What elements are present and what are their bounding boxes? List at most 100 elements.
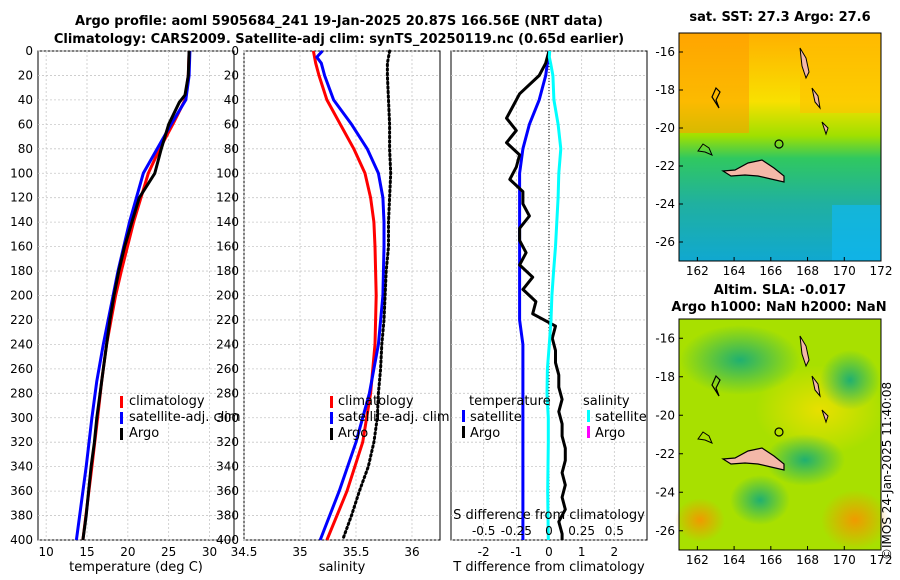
legend-label-satellite: satellite-adj. clim xyxy=(129,410,241,425)
top-x-tick-label: 0.5 xyxy=(605,524,624,538)
legend-label-sal-argo: Argo xyxy=(595,426,625,441)
difference-series xyxy=(505,50,567,541)
map-y-tick-label: -18 xyxy=(655,370,675,384)
map-x-tick-label: 162 xyxy=(686,553,709,567)
y-tick-label: 140 xyxy=(10,215,33,229)
map-y-tick-label: -24 xyxy=(655,485,675,499)
sst-warm-patch xyxy=(800,33,881,113)
legend-swatch-climatology xyxy=(120,396,123,408)
top-x-tick-label: 0 xyxy=(545,524,553,538)
reef-outline xyxy=(711,374,721,397)
sla-high-patch xyxy=(821,490,889,550)
loyalty-island xyxy=(774,427,784,437)
sla-map: 162 164 166 168 170 172 -16 -18 -20 -22 -24 -26 xyxy=(655,318,892,567)
main-title-line1: Argo profile: aoml 5905684_241 19-Jan-20… xyxy=(75,14,603,29)
legend-label-temp-argo: Argo xyxy=(470,426,500,441)
legend-header-salinity: salinity xyxy=(583,394,630,409)
top-x-tick-label: -0.25 xyxy=(501,524,532,538)
vanuatu-island xyxy=(811,87,821,110)
y-tick-label: 320 xyxy=(10,435,33,449)
map-y-tick-label: -22 xyxy=(655,159,675,173)
y-tick-label: 360 xyxy=(10,484,33,498)
vanuatu-island xyxy=(821,409,829,424)
y-tick-label: 20 xyxy=(18,68,33,82)
map-x-tick-label: 164 xyxy=(723,553,746,567)
difference-ticks: -2 -1 0 1 2 xyxy=(478,545,618,559)
y-tick-label: 200 xyxy=(10,289,33,303)
new-caledonia-island xyxy=(721,447,785,471)
vanuatu-island xyxy=(821,121,829,136)
sla-low-patch xyxy=(820,350,880,410)
legend-swatch-satellite xyxy=(330,412,333,424)
x-tick-label: 0 xyxy=(545,545,553,559)
salinity-panel: 0 20 40 60 80 100 120 140 160 180 200 220 240 260 280 3… xyxy=(216,44,450,575)
legend-label-satellite: satellite-adj. clim xyxy=(338,410,450,425)
y-tick-label: 60 xyxy=(224,117,239,131)
x-tick-label: 35 xyxy=(292,545,307,559)
map-y-tick-label: -16 xyxy=(655,331,675,345)
y-tick-label: 400 xyxy=(10,533,33,547)
map-x-tick-label: 166 xyxy=(759,553,782,567)
legend-swatch-sal-argo xyxy=(587,426,590,438)
sst-map-frame xyxy=(678,32,882,262)
legend-swatch-argo xyxy=(330,428,333,440)
x-tick-label: 35.5 xyxy=(343,545,370,559)
map-x-tick-label: 168 xyxy=(796,264,819,278)
y-tick-label: 0 xyxy=(231,44,239,58)
y-tick-label: 220 xyxy=(10,313,33,327)
map-y-tick-label: -20 xyxy=(655,408,675,422)
y-tick-label: 160 xyxy=(10,240,33,254)
salinity-series xyxy=(311,49,393,542)
y-tick-label: 300 xyxy=(216,411,239,425)
y-tick-label: 100 xyxy=(216,166,239,180)
legend-swatch-argo xyxy=(120,428,123,440)
x-tick-label: 34.5 xyxy=(231,545,258,559)
map-y-tick-label: -26 xyxy=(655,524,675,538)
y-tick-label: 80 xyxy=(224,142,239,156)
y-tick-label: 80 xyxy=(18,142,33,156)
temperature-ticks: 0 20 40 60 80 100 120 140 160 180 200 220 240 260 280 3… xyxy=(10,44,217,559)
reef-outline xyxy=(697,431,713,444)
temperature-panel: 0204060801001201401601802002202402602803… xyxy=(10,44,241,575)
series-line-salinity-satellite xyxy=(545,50,563,541)
y-tick-label: 180 xyxy=(216,264,239,278)
map-y-tick-label: -16 xyxy=(655,45,675,59)
sst-warm-patch xyxy=(679,33,749,133)
x-tick-label: -1 xyxy=(510,545,522,559)
y-tick-label: 220 xyxy=(216,313,239,327)
x-tick-label: 10 xyxy=(39,545,54,559)
y-tick-label: 280 xyxy=(216,386,239,400)
x-tick-label: 36 xyxy=(404,545,419,559)
vanuatu-island xyxy=(811,375,821,398)
legend-swatch-satellite xyxy=(120,412,123,424)
series-line-temperature-satellite xyxy=(518,50,551,540)
y-tick-label: 300 xyxy=(10,411,33,425)
difference-panel: -2 -1 0 1 2 temperature satellite Argo salin… xyxy=(450,50,648,575)
x-tick-label: -2 xyxy=(478,545,490,559)
y-tick-label: 40 xyxy=(18,93,33,107)
y-tick-label: 100 xyxy=(10,166,33,180)
series-line-argo xyxy=(341,49,393,542)
x-tick-label: 25 xyxy=(161,545,176,559)
y-tick-label: 280 xyxy=(10,386,33,400)
x-tick-label: 30 xyxy=(202,545,217,559)
map-x-tick-label: 170 xyxy=(833,553,856,567)
difference-top-ticks: -0.5 -0.25 0 0.25 0.5 xyxy=(472,524,624,538)
y-tick-label: 400 xyxy=(216,533,239,547)
temperature-legend: climatology satellite-adj. clim Argo xyxy=(120,394,241,441)
legend-label-argo: Argo xyxy=(338,426,368,441)
legend-label-temp-satellite: satellite xyxy=(470,410,522,425)
difference-legend: temperature satellite Argo salinity sate… xyxy=(462,394,647,441)
map-x-tick-label: 172 xyxy=(870,264,893,278)
map-y-tick-label: -20 xyxy=(655,121,675,135)
y-tick-label: 40 xyxy=(224,93,239,107)
copyright-stamp: ©IMOS 24-Jan-2025 11:40:08 xyxy=(880,381,894,560)
x-tick-label: 2 xyxy=(611,545,619,559)
sst-map: 162 164 166 168 170 172 -16 -18 -20 -22 -24 -26 xyxy=(655,32,892,278)
sla-map-title-line2: Argo h1000: NaN h2000: NaN xyxy=(671,300,887,315)
x-tick-label: 15 xyxy=(79,545,94,559)
map-x-tick-label: 162 xyxy=(686,264,709,278)
sst-map-ticks: 162 164 166 168 170 172 -16 -18 -20 -22 -24 -26 xyxy=(655,45,892,278)
vanuatu-island xyxy=(799,335,810,368)
